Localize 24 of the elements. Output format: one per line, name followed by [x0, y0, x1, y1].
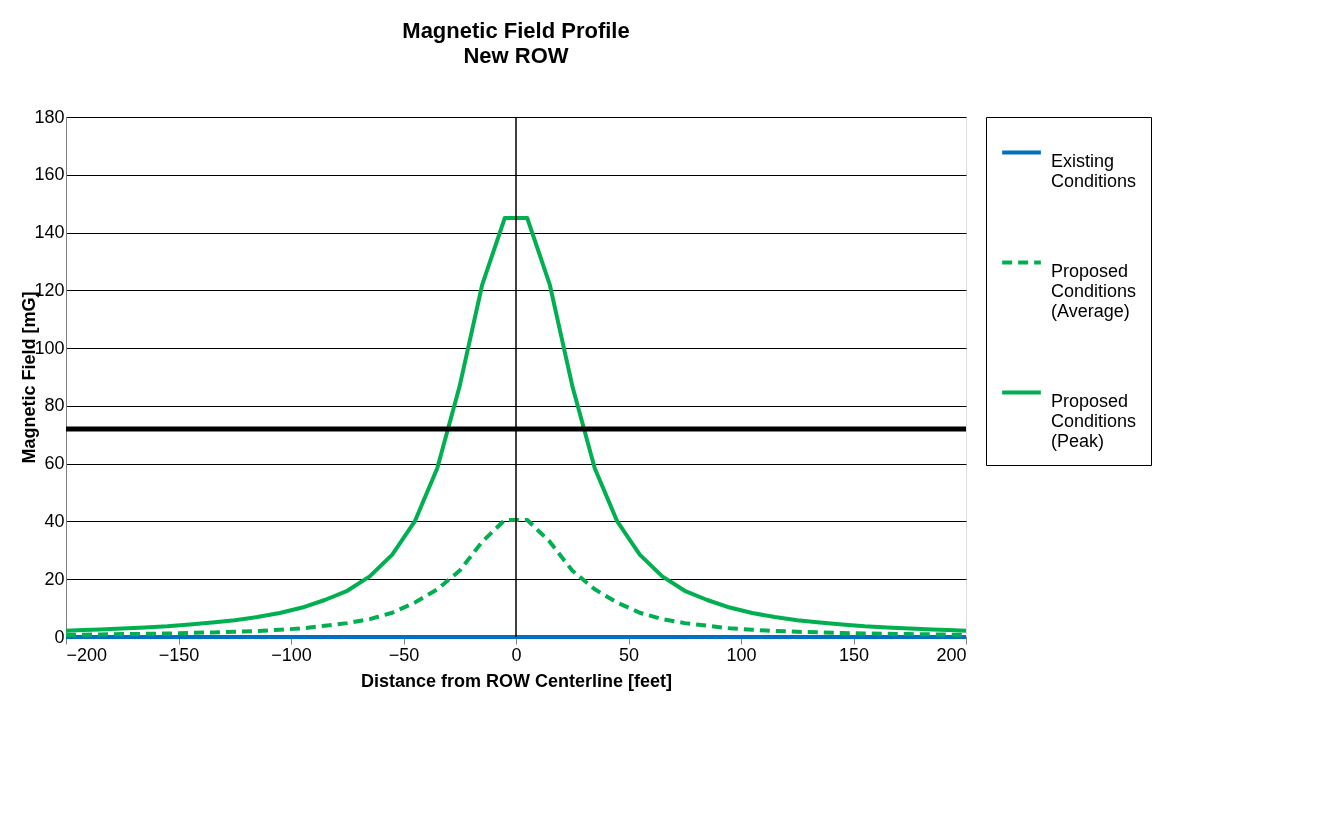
x-tick-label: 50 [618, 644, 640, 665]
x-tick-label: 200 [936, 644, 967, 665]
x-tick-label: 100 [726, 644, 757, 665]
y-tick-label: 140 [34, 222, 65, 243]
y-tick-label: 20 [44, 568, 65, 589]
x-tick-label: −150 [158, 644, 200, 665]
y-tick-label: 0 [54, 626, 65, 647]
x-axis-title: Distance from ROW Centerline [feet] [360, 670, 673, 691]
y-tick-label: 80 [44, 395, 65, 416]
x-tick-label: −100 [271, 644, 312, 665]
y-tick-label: 180 [34, 106, 65, 127]
line-series [64, 216, 968, 633]
y-tick-label: 60 [44, 453, 65, 474]
y-tick-label: 40 [44, 510, 65, 531]
y-tick-label: 160 [34, 164, 65, 185]
legend-label: Existing Conditions [1051, 150, 1137, 191]
x-tick-label: −50 [388, 644, 420, 665]
chart-title: Magnetic Field Profile [402, 18, 630, 43]
x-tick-label: −200 [66, 644, 108, 665]
chart-subtitle: New ROW [463, 43, 569, 68]
x-tick-label: 150 [838, 644, 870, 665]
x-tick-label: 0 [511, 644, 522, 665]
legend-label: Proposed Conditions (Average) [1051, 260, 1137, 321]
legend-label: Proposed Conditions (Peak) [1051, 390, 1137, 451]
